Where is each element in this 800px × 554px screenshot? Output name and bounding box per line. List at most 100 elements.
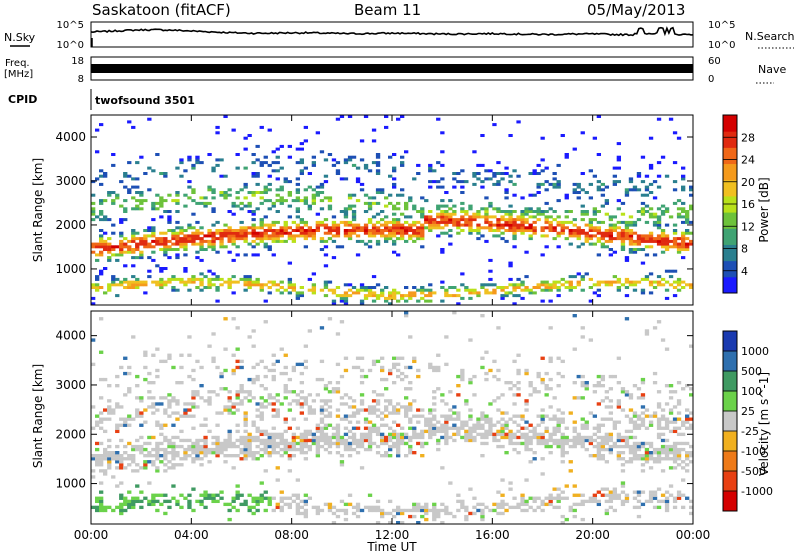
echo-cell (331, 215, 337, 219)
echo-cell (95, 508, 100, 513)
echo-cell (147, 454, 152, 458)
y-tick-label: 3000 (55, 174, 86, 188)
echo-cell (319, 150, 325, 154)
echo-cell (576, 493, 581, 497)
echo-cell (632, 426, 638, 430)
echo-cell (155, 457, 160, 461)
echo-cell (464, 180, 469, 184)
echo-cell (131, 275, 136, 279)
echo-cell (628, 215, 634, 219)
echo-cell (440, 508, 445, 513)
noise-panel-frame (90, 21, 694, 48)
echo-cell (127, 120, 132, 124)
echo-cell (472, 174, 477, 178)
echo-cell (600, 447, 606, 452)
echo-cell (656, 499, 662, 504)
echo-cell (689, 283, 694, 287)
echo-cell (520, 493, 525, 497)
echo-cell (384, 387, 389, 391)
echo-cell (239, 188, 244, 192)
echo-cell (500, 478, 505, 482)
echo-cell (355, 441, 361, 446)
echo-cell (327, 229, 333, 233)
echo-cell (155, 444, 160, 449)
echo-cell (235, 402, 240, 406)
echo-cell (681, 215, 686, 219)
echo-cell (572, 381, 577, 385)
echo-cell (203, 196, 208, 200)
echo-cell (247, 275, 252, 279)
echo-cell (107, 411, 112, 415)
echo-cell (532, 508, 537, 513)
echo-cell (500, 435, 505, 440)
echo-cell (255, 408, 260, 412)
echo-cell (628, 234, 634, 238)
echo-cell (319, 399, 325, 403)
echo-cell (468, 207, 473, 211)
echo-cell (139, 237, 144, 241)
beam-title: Beam 11 (354, 1, 421, 19)
echo-cell (199, 463, 204, 467)
echo-cell (408, 237, 413, 241)
colorbar-swatch (723, 260, 737, 278)
echo-cell (195, 457, 200, 461)
echo-cell (672, 460, 678, 464)
echo-cell (592, 174, 598, 178)
echo-cell (496, 182, 501, 186)
echo-cell (612, 374, 618, 379)
echo-cell (681, 460, 686, 464)
echo-cell (91, 207, 96, 211)
echo-cell (616, 381, 622, 385)
echo-cell (572, 314, 577, 318)
echo-cell (299, 499, 305, 504)
echo-cell (456, 411, 461, 415)
echo-cell (287, 280, 293, 284)
echo-cell (544, 280, 549, 284)
echo-cell (416, 435, 421, 440)
echo-cell (195, 231, 200, 235)
echo-cell (676, 399, 682, 403)
echo-cell (572, 444, 577, 449)
echo-cell (600, 454, 606, 458)
echo-cell (95, 288, 100, 292)
echo-cell (151, 207, 156, 211)
colorbar-swatch (723, 276, 737, 294)
echo-cell (283, 365, 288, 370)
echo-cell (524, 499, 529, 504)
echo-cell (689, 220, 694, 224)
echo-cell (259, 396, 264, 400)
echo-cell (103, 377, 108, 382)
echo-cell (275, 288, 280, 292)
echo-cell (267, 234, 272, 238)
echo-cell (323, 426, 329, 430)
echo-cell (375, 231, 381, 235)
echo-cell (556, 423, 561, 427)
echo-cell (179, 161, 184, 165)
echo-cell (384, 405, 389, 409)
echo-cell (223, 231, 228, 235)
echo-cell (115, 457, 120, 461)
echo-cell (572, 275, 577, 279)
echo-cell (456, 223, 461, 227)
echo-cell (243, 166, 248, 170)
echo-cell (588, 196, 594, 200)
echo-cell (367, 508, 373, 513)
echo-cell (371, 234, 377, 238)
echo-cell (600, 417, 606, 421)
echo-cell (628, 250, 634, 254)
echo-cell (175, 220, 180, 224)
echo-cell (231, 280, 236, 284)
echo-cell (612, 275, 618, 279)
echo-cell (548, 229, 553, 233)
echo-cell (456, 417, 461, 421)
echo-cell (588, 220, 594, 224)
echo-cell (392, 429, 397, 434)
echo-cell (159, 172, 164, 176)
echo-cell (428, 291, 433, 295)
echo-cell (420, 435, 425, 440)
echo-cell (303, 231, 309, 235)
echo-cell (343, 210, 349, 214)
echo-cell (283, 220, 288, 224)
echo-cell (548, 438, 553, 443)
